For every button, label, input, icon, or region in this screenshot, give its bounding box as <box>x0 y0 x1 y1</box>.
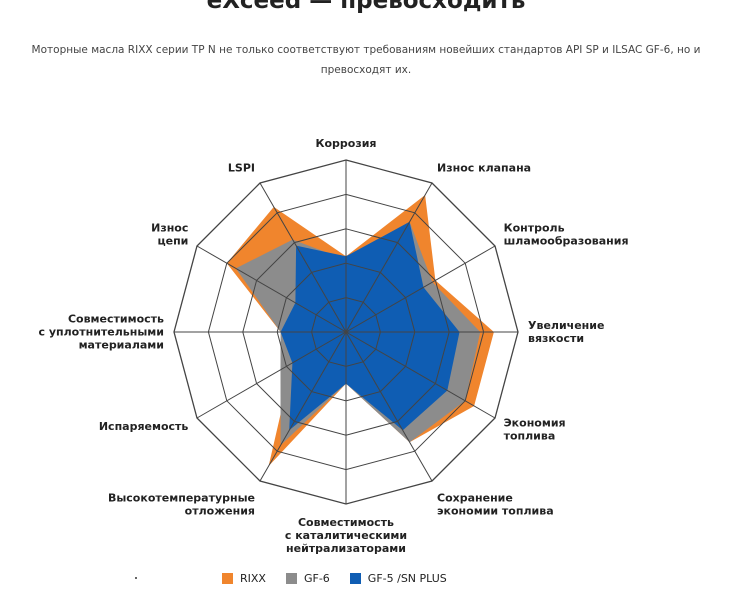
axis-label-line: Сохранение <box>437 492 513 505</box>
legend-label-gf6: GF-6 <box>303 572 330 585</box>
axis-label-line: Испаряемость <box>99 420 189 433</box>
chart-legend: RIXX GF-6 GF-5 /SN PLUS <box>222 572 447 585</box>
axis-label-line: шламообразования <box>504 235 629 248</box>
axis-label-line: вязкости <box>528 332 584 345</box>
series-area-2 <box>280 221 460 431</box>
axis-label-5: Сохранение экономии топлива <box>437 492 554 518</box>
axis-label-line: Высокотемпературные <box>108 492 255 505</box>
axis-label-10: Износ цепи <box>151 222 188 248</box>
axis-label-line: Износ <box>151 222 188 235</box>
grid-spoke-10 <box>196 245 347 333</box>
axis-label-7: Высокотемпературные отложения <box>108 492 255 518</box>
legend-label-rixx: RIXX <box>240 572 266 585</box>
axis-label-line: Контроль <box>504 222 565 235</box>
axis-label-line: Износ клапана <box>437 161 531 174</box>
axis-label-0: Коррозия <box>315 137 376 150</box>
axis-label-line: Совместимость <box>298 516 394 529</box>
axis-label-line: с каталитическими <box>285 529 407 542</box>
grid-spoke-5 <box>345 331 433 482</box>
legend-label-gf5: GF-5 /SN PLUS <box>367 572 447 585</box>
axis-label-4: Экономия топлива <box>504 417 566 443</box>
axis-label-line: с уплотнительными <box>38 326 164 339</box>
grid-spoke-4 <box>345 331 496 419</box>
legend-swatch-rixx <box>222 573 233 584</box>
axis-label-3: Увеличение вязкости <box>528 319 604 345</box>
axis-label-line: отложения <box>185 505 255 518</box>
legend-swatch-gf6 <box>285 573 297 584</box>
axis-label-8: Испаряемость <box>99 420 189 433</box>
page-subtitle: Моторные масла RIXX серии TP N не только… <box>31 44 701 76</box>
axis-label-line: экономии топлива <box>437 505 554 518</box>
axis-label-line: цепи <box>157 235 188 248</box>
axis-label-line: топлива <box>504 430 556 443</box>
axis-label-9: Совместимость с уплотнительными материалам… <box>38 313 164 352</box>
grid-spoke-1 <box>345 182 433 333</box>
legend-swatch-gf5 <box>349 573 361 584</box>
axis-label-6: Совместимость с каталитическими нейтрализа… <box>285 516 407 555</box>
legend-item-rixx: RIXX <box>222 572 266 585</box>
axis-label-line: Совместимость <box>68 313 164 326</box>
axis-label-line: нейтрализаторами <box>286 542 406 555</box>
grid-spoke-7 <box>259 331 347 482</box>
axis-label-11: LSPI <box>228 161 255 174</box>
legend-item-gf5: GF-5 /SN PLUS <box>349 572 447 585</box>
axis-label-line: Увеличение <box>528 319 604 332</box>
decorative-dot <box>135 577 137 579</box>
page-title: eXceed — превосходить <box>206 0 526 14</box>
axis-label-line: материалами <box>79 339 164 352</box>
axis-label-line: LSPI <box>228 161 255 174</box>
legend-item-gf6: GF-6 <box>285 572 330 585</box>
axis-label-1: Износ клапана <box>437 161 531 174</box>
axis-label-line: Коррозия <box>315 137 376 150</box>
grid-spoke-8 <box>196 331 347 419</box>
axis-label-2: Контроль шламообразования <box>504 222 629 248</box>
axis-label-line: Экономия <box>504 417 566 430</box>
grid-spoke-11 <box>259 182 347 333</box>
grid-spoke-2 <box>345 245 496 333</box>
